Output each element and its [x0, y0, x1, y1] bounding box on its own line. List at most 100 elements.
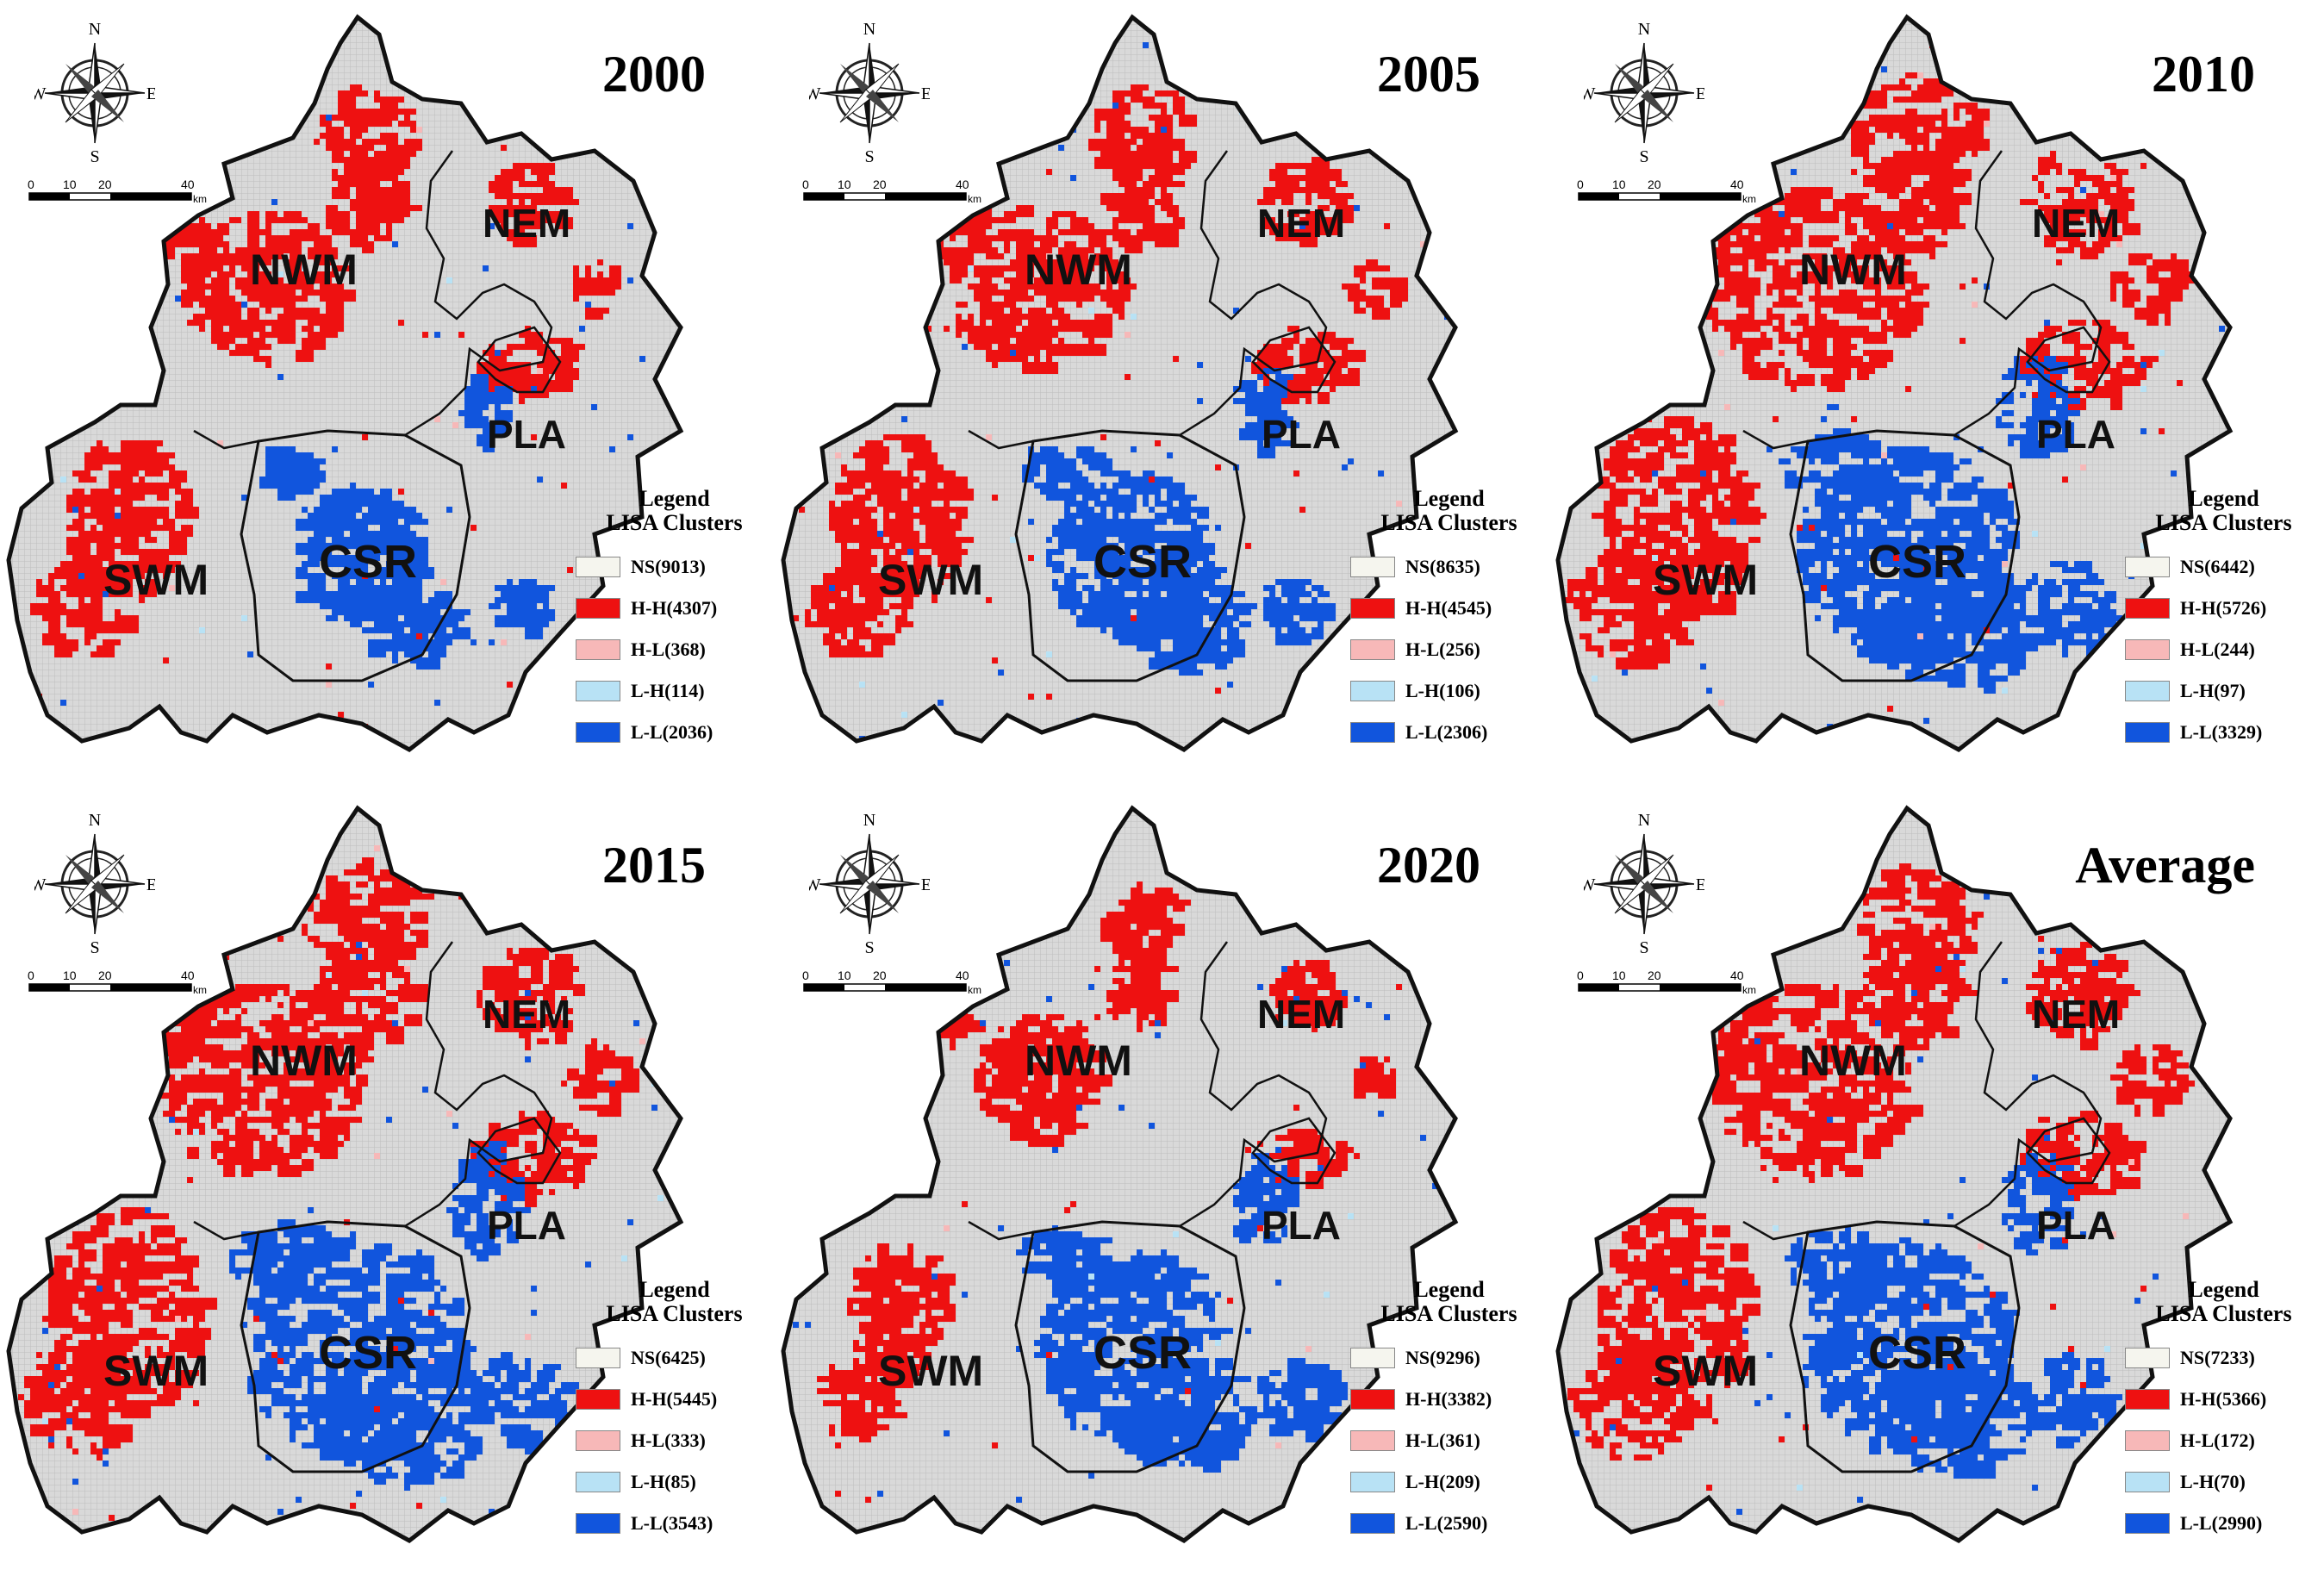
- hh-cell: [567, 344, 585, 350]
- hh-cell: [1706, 259, 1712, 265]
- scatter-cell: [241, 302, 247, 308]
- hh-cell: [1791, 187, 1809, 193]
- hh-cell: [1622, 567, 1640, 579]
- scatter-cell: [368, 682, 374, 688]
- hh-cell: [1869, 362, 1875, 374]
- hh-cell: [871, 603, 877, 609]
- hh-cell: [1905, 121, 1911, 127]
- hh-cell: [151, 217, 157, 223]
- scatter-cell: [489, 639, 495, 645]
- ll-cell: [1076, 446, 1082, 458]
- scatter-cell: [1185, 54, 1191, 60]
- hh-cell: [1299, 187, 1312, 193]
- hh-cell: [54, 645, 72, 657]
- ll-cell: [380, 639, 392, 645]
- hh-cell: [1167, 193, 1173, 205]
- hh-cell: [374, 211, 380, 223]
- hh-cell: [1682, 531, 1688, 537]
- hh-cell: [944, 573, 956, 579]
- hh-cell: [1670, 422, 1688, 428]
- ll-cell: [1275, 380, 1281, 392]
- ll-cell: [483, 440, 495, 452]
- hh-cell: [1652, 633, 1664, 639]
- ll-cell: [344, 537, 362, 549]
- hh-cell: [1028, 308, 1046, 314]
- hh-cell: [1839, 253, 1857, 259]
- scatter-cell: [217, 139, 223, 145]
- ll-cell: [1058, 452, 1064, 458]
- hh-cell: [1724, 271, 1742, 283]
- ll-cell: [1263, 585, 1275, 591]
- scale-bar: 0 10 20 40 km: [802, 178, 981, 205]
- ll-cell: [1179, 657, 1197, 663]
- hh-cell: [1947, 127, 1966, 133]
- hh-cell: [247, 338, 259, 344]
- hh-cell: [913, 531, 919, 543]
- hh-cell: [938, 211, 956, 217]
- ll-cell: [1070, 513, 1082, 519]
- hh-cell: [847, 579, 853, 585]
- scatter-cell: [109, 356, 115, 362]
- hh-cell: [823, 633, 835, 639]
- hh-cell: [1299, 217, 1305, 223]
- hh-cell: [907, 229, 913, 241]
- hh-cell: [1887, 115, 1905, 127]
- hh-cell: [1143, 181, 1155, 193]
- pla-boundary: [1251, 326, 1336, 394]
- hh-cell: [1724, 320, 1736, 332]
- ll-cell: [1275, 579, 1287, 585]
- ll-cell: [1275, 627, 1281, 639]
- ll-cell: [1269, 621, 1287, 627]
- hh-cell: [1785, 193, 1797, 205]
- hh-cell: [2044, 392, 2062, 398]
- hh-cell: [1760, 332, 1766, 338]
- hh-cell: [1390, 290, 1396, 296]
- hh-cell: [1263, 217, 1269, 223]
- scatter-cell: [799, 507, 805, 513]
- ll-cell: [1137, 525, 1155, 537]
- ll-cell: [392, 585, 398, 591]
- hh-cell: [1179, 151, 1197, 163]
- ll-cell: [314, 507, 332, 513]
- hh-cell: [1821, 326, 1839, 338]
- scatter-cell: [998, 670, 1004, 676]
- hh-cell: [1754, 181, 1773, 193]
- hh-cell: [938, 579, 944, 585]
- hh-cell: [1863, 350, 1869, 356]
- hh-cell: [163, 483, 181, 489]
- hh-cell: [247, 271, 253, 277]
- hh-cell: [1064, 290, 1070, 302]
- ll-cell: [1155, 476, 1173, 489]
- ll-cell: [1131, 543, 1137, 549]
- hh-cell: [1658, 428, 1670, 434]
- hh-cell: [1299, 362, 1318, 368]
- hh-cell: [1797, 374, 1815, 386]
- hh-cell: [1312, 181, 1330, 193]
- hh-cell: [567, 350, 579, 362]
- hh-cell: [66, 507, 72, 513]
- hh-cell: [66, 525, 84, 531]
- hh-cell: [519, 199, 525, 205]
- hh-cell: [1875, 175, 1887, 187]
- scatter-cell: [247, 651, 253, 657]
- hh-cell: [247, 229, 259, 235]
- hh-cell: [115, 627, 127, 633]
- hh-cell: [865, 507, 877, 513]
- hh-cell: [2146, 271, 2159, 283]
- legend-swatch-ll: [576, 722, 620, 743]
- scatter-cell: [925, 296, 931, 302]
- hh-cell: [1941, 211, 1947, 223]
- scatter-cell: [664, 163, 670, 169]
- hh-cell: [1676, 639, 1694, 645]
- hh-cell: [1905, 217, 1917, 229]
- scatter-cell: [199, 66, 205, 72]
- scatter-cell: [1215, 464, 1221, 470]
- hh-cell: [1634, 525, 1652, 531]
- hh-cell: [1815, 253, 1827, 259]
- hh-cell: [1881, 326, 1893, 332]
- hh-cell: [1863, 205, 1875, 217]
- hh-cell: [1094, 157, 1100, 169]
- hh-cell: [513, 368, 525, 380]
- hh-cell: [1899, 241, 1911, 253]
- ll-cell: [1118, 537, 1131, 543]
